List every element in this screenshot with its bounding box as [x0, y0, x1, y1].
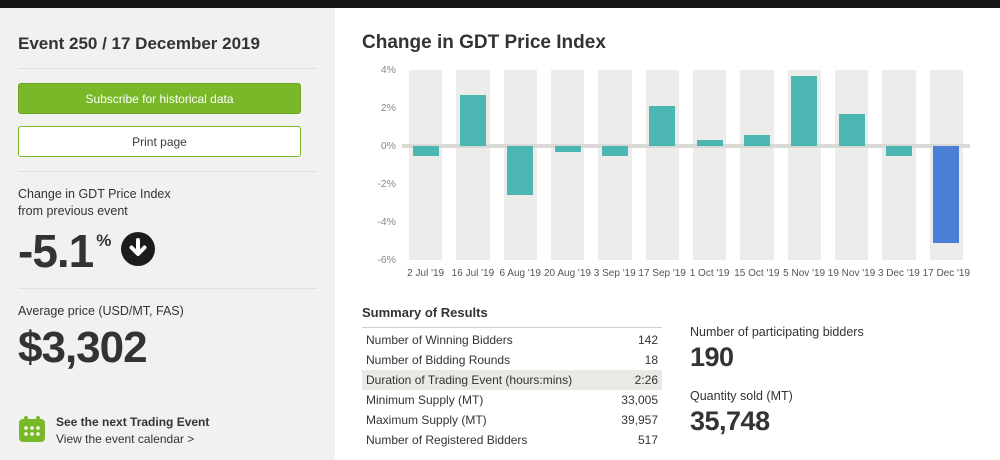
chart-bar[interactable]: [885, 146, 912, 156]
y-axis-tick-label: -4%: [377, 216, 396, 228]
chart-bar[interactable]: [838, 113, 865, 146]
chart-column-stripe: [787, 70, 821, 260]
chart-bar[interactable]: [459, 94, 486, 146]
average-price-block: Average price (USD/MT, FAS) $3,302: [18, 303, 317, 370]
row-value: 517: [637, 433, 658, 447]
row-label: Minimum Supply (MT): [366, 393, 484, 407]
avg-price-label: Average price (USD/MT, FAS): [18, 303, 184, 318]
x-axis-tick-label: 20 Aug '19: [544, 268, 591, 279]
divider: [18, 68, 317, 69]
stat-label: Number of participating bidders: [690, 325, 864, 339]
row-label: Maximum Supply (MT): [366, 413, 487, 427]
x-axis-tick-label: 17 Dec '19: [922, 268, 971, 279]
table-row: Number of Registered Bidders 517: [362, 430, 662, 450]
top-bar: [0, 0, 1000, 8]
chart-column-stripe: [645, 70, 679, 260]
stat-value: 190: [690, 342, 734, 372]
chart-bar[interactable]: [791, 75, 818, 146]
chart-column-stripe: [882, 70, 916, 260]
change-label-line1: Change in GDT Price Index: [18, 187, 171, 201]
chart-zero-line: [402, 144, 970, 148]
chart-column-stripe: [929, 70, 963, 260]
avg-price-value: $3,302: [18, 322, 148, 372]
summary-table: Summary of Results Number of Winning Bid…: [362, 305, 662, 453]
x-axis-tick-label: 19 Nov '19: [827, 268, 876, 279]
price-index-change-block: Change in GDT Price Index from previous …: [18, 186, 317, 274]
chart-y-axis: 4% 2% 0% -2% -4% -6%: [362, 64, 396, 266]
row-label: Number of Winning Bidders: [366, 333, 513, 347]
row-value: 2:26: [634, 373, 658, 387]
y-axis-tick-label: 0%: [380, 140, 396, 152]
chart-plot-area: [402, 70, 970, 260]
row-value: 142: [637, 333, 658, 347]
chart-column-stripe: [834, 70, 869, 260]
chart-column-stripe: [456, 70, 490, 260]
main-content: Change in GDT Price Index 4% 2% 0% -2% -4% -6…: [335, 8, 1000, 460]
chart-bar[interactable]: [601, 146, 628, 156]
table-row: Minimum Supply (MT) 33,005: [362, 390, 662, 410]
summary-title: Summary of Results: [362, 305, 662, 328]
next-event-label: See the next Trading Event: [56, 415, 210, 429]
event-title: Event 250 / 17 December 2019: [18, 34, 260, 53]
x-axis-tick-label: 6 Aug '19: [499, 268, 541, 279]
divider: [18, 171, 317, 172]
x-axis-tick-label: 2 Jul '19: [407, 268, 445, 279]
chart-column-stripe: [740, 70, 774, 260]
row-value: 33,005: [621, 393, 658, 407]
x-axis-tick-label: 5 Nov '19: [783, 268, 826, 279]
divider: [18, 287, 317, 289]
chart-column-stripe: [503, 70, 537, 260]
chart-bar[interactable]: [696, 140, 723, 146]
x-axis-tick-label: 16 Jul '19: [451, 268, 495, 279]
y-axis-tick-label: -2%: [377, 178, 396, 190]
row-value: 39,957: [621, 413, 658, 427]
row-value: 18: [644, 353, 658, 367]
chart-column-stripe: [409, 70, 443, 260]
chart-bar[interactable]: [507, 146, 534, 196]
change-value: -5.1: [18, 224, 94, 277]
table-row: Duration of Trading Event (hours:mins) 2…: [362, 370, 662, 390]
x-axis-tick-label: 15 Oct '19: [734, 268, 780, 279]
table-row: Maximum Supply (MT) 39,957: [362, 410, 662, 430]
chart-bar[interactable]: [743, 134, 770, 146]
y-axis-tick-label: -6%: [377, 254, 396, 266]
summary-section: Summary of Results Number of Winning Bid…: [362, 305, 970, 453]
chart-bar[interactable]: [412, 146, 439, 156]
gdt-price-index-chart: 4% 2% 0% -2% -4% -6% 2 Jul '19 16 Jul '19 6 Aug…: [362, 64, 970, 279]
chart-column-stripe: [550, 70, 585, 260]
sidebar: Event 250 / 17 December 2019 Subscribe f…: [0, 8, 335, 460]
y-axis-tick-label: 4%: [380, 64, 396, 76]
change-unit: %: [96, 230, 112, 250]
chart-column-stripe: [692, 70, 727, 260]
event-calendar-link[interactable]: View the event calendar >: [56, 432, 195, 446]
y-axis-tick-label: 2%: [380, 102, 396, 114]
x-axis-tick-label: 17 Sep '19: [638, 268, 686, 279]
table-row: Number of Winning Bidders 142: [362, 330, 662, 350]
change-label-line2: from previous event: [18, 203, 128, 218]
chart-title: Change in GDT Price Index: [362, 32, 606, 53]
table-row: Number of Bidding Rounds 18: [362, 350, 662, 370]
subscribe-button[interactable]: Subscribe for historical data: [18, 83, 301, 114]
summary-stats: Number of participating bidders 190 Quan…: [690, 305, 864, 453]
row-label: Duration of Trading Event (hours:mins): [366, 373, 573, 387]
x-axis-tick-label: 3 Sep '19: [593, 268, 636, 279]
row-label: Number of Registered Bidders: [366, 433, 528, 447]
row-label: Number of Bidding Rounds: [366, 353, 511, 367]
x-axis-tick-label: 1 Oct '19: [689, 268, 730, 279]
down-arrow-icon: [121, 231, 156, 266]
chart-bar[interactable]: [649, 106, 676, 146]
next-event-block: See the next Trading Event View the even…: [18, 415, 209, 446]
chart-x-axis: 2 Jul '19 16 Jul '19 6 Aug '19 20 Aug '19 3 …: [402, 260, 970, 279]
calendar-icon: [18, 415, 46, 443]
chart-column-stripe: [598, 70, 632, 260]
stat-label: Quantity sold (MT): [690, 389, 793, 403]
chart-bar[interactable]: [933, 146, 960, 243]
stat-value: 35,748: [690, 406, 770, 436]
chart-bar[interactable]: [554, 146, 581, 152]
x-axis-tick-label: 3 Dec '19: [877, 268, 920, 279]
print-page-button[interactable]: Print page: [18, 126, 301, 157]
